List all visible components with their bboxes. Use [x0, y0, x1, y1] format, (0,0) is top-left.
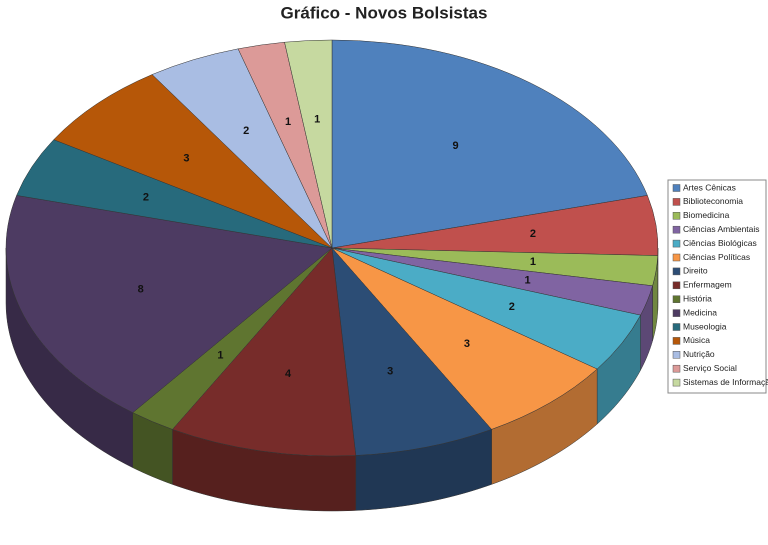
legend-label: Serviço Social	[683, 363, 737, 373]
legend-swatch	[672, 225, 681, 234]
legend-swatch	[672, 337, 681, 345]
legend-swatch	[672, 281, 681, 290]
slice	[331, 247, 598, 430]
slice	[172, 247, 357, 457]
value-label: 2	[530, 228, 536, 240]
value-label: 1	[217, 349, 223, 361]
value-label: 1	[285, 116, 291, 128]
legend-label: Ciências Ambientais	[683, 224, 760, 234]
legend-label: Música	[683, 335, 710, 345]
value-label: 1	[524, 275, 530, 287]
value-label: 2	[143, 191, 149, 203]
legend-swatch	[672, 364, 681, 373]
value-label: 3	[183, 152, 189, 164]
legend-swatch	[672, 378, 681, 387]
legend-swatch	[672, 253, 681, 262]
legend-swatch	[672, 295, 681, 303]
legend-label: Biomedicina	[683, 210, 730, 220]
value-label: 8	[138, 284, 144, 296]
value-label: 1	[314, 113, 320, 125]
legend-label: Enfermagem	[683, 280, 732, 290]
legend-swatch	[672, 351, 681, 359]
value-label: 4	[285, 368, 292, 380]
value-label: 3	[464, 338, 470, 350]
legend-swatch	[672, 184, 681, 192]
slice	[331, 39, 648, 249]
chart-title: Gráfico - Novos Bolsistas	[281, 3, 488, 22]
value-label: 2	[243, 125, 249, 137]
slice	[284, 39, 333, 249]
legend-label: Nutrição	[683, 349, 715, 359]
legend-swatch	[672, 239, 681, 248]
value-label: 1	[530, 256, 536, 268]
legend-swatch	[672, 323, 681, 331]
value-label: 9	[452, 140, 458, 152]
legend-label: História	[683, 293, 712, 303]
legend-label: Artes Cênicas	[683, 182, 736, 192]
legend-swatch	[672, 309, 681, 317]
legend: Artes Cênicas Biblioteconomia Biomedicina C…	[672, 182, 768, 387]
legend-label: Museologia	[683, 321, 727, 331]
legend-label: Medicina	[683, 307, 717, 317]
legend-label: Sistemas de Informação	[683, 377, 768, 387]
legend-swatch	[672, 267, 681, 276]
slice	[5, 195, 333, 413]
slice	[331, 247, 492, 456]
value-label: 3	[387, 365, 393, 377]
legend-label: Biblioteconomia	[683, 196, 743, 206]
legend-label: Direito	[683, 266, 708, 276]
slice	[53, 74, 333, 249]
legend-swatch	[672, 198, 681, 206]
value-label: 2	[509, 301, 515, 313]
legend-box	[667, 179, 767, 394]
legend-swatch	[672, 212, 681, 220]
legend-label: Ciências Biológicas	[683, 238, 757, 248]
legend-label: Ciências Políticas	[683, 252, 750, 262]
